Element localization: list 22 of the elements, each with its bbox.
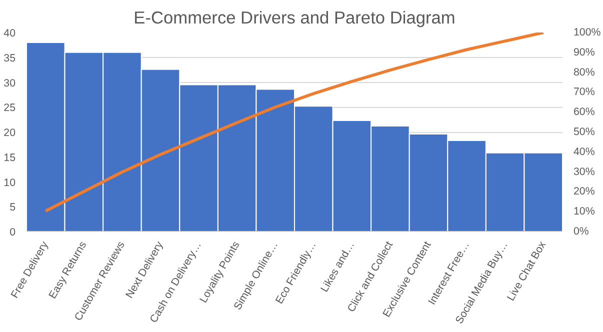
y2-tick-label: 100% (574, 26, 602, 38)
y-tick-label: 10 (4, 176, 16, 189)
y-tick-label: 0 (10, 226, 16, 238)
y-tick-label: 15 (4, 152, 16, 164)
y2-tick-label: 0% (574, 226, 590, 238)
chart-title: E-Commerce Drivers and Pareto Diagram (134, 8, 456, 28)
y2-tick-label: 60% (574, 106, 596, 118)
y2-tick-label: 80% (574, 66, 596, 78)
y2-tick-label: 10% (574, 206, 596, 218)
y-tick-label: 30 (4, 77, 16, 90)
y2-tick-label: 40% (574, 146, 596, 158)
y-tick-label: 25 (4, 102, 16, 114)
y-tick-label: 20 (4, 127, 16, 139)
y2-tick-label: 70% (574, 86, 596, 98)
line-series (44, 32, 545, 213)
y2-tick-label: 90% (574, 46, 596, 58)
y2-tick-label: 30% (574, 166, 596, 178)
y-tick-label: 35 (4, 52, 16, 64)
y2-tick-label: 20% (574, 186, 596, 198)
y2-tick-label: 50% (574, 126, 596, 138)
y-tick-label: 40 (4, 28, 16, 40)
y-tick-label: 5 (10, 202, 16, 214)
